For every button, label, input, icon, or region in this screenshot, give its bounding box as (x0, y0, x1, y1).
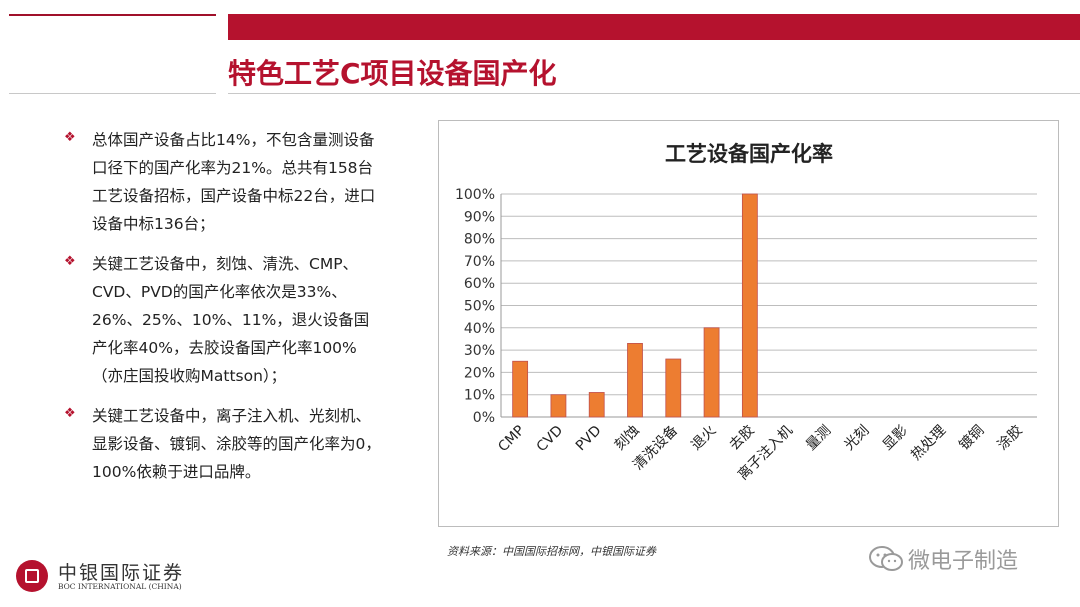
logo-en-text: BOC INTERNATIONAL (CHINA) (58, 582, 182, 591)
title-divider-left (9, 93, 216, 94)
y-tick-label: 100% (455, 187, 495, 203)
bullet-text: 关键工艺设备中，离子注入机、光刻机、显影设备、镀铜、涂胶等的国产化率为0，100… (92, 407, 381, 481)
x-tick-label: 热处理 (908, 423, 949, 464)
bar (741, 193, 758, 418)
y-tick-label: 40% (464, 321, 495, 337)
y-tick-label: 0% (473, 410, 495, 426)
wechat-watermark: 微电子制造 (868, 543, 1018, 577)
source-note: 资料来源：中国国际招标网，中银国际证券 (447, 545, 656, 558)
x-tick-label: CVD (534, 423, 567, 456)
bar (588, 392, 605, 418)
logo-cn-text: 中银国际证券 (58, 562, 185, 584)
bar (512, 360, 529, 418)
y-tick-label: 50% (464, 299, 495, 315)
watermark-text: 微电子制造 (908, 549, 1019, 574)
bar-chart: 工艺设备国产化率 0% 10% 20% 30% 40% 50% 60% 70% 80% 90% 100… (455, 142, 1037, 483)
bullet-item: ❖ 关键工艺设备中，刻蚀、清洗、CMP、CVD、PVD的国产化率依次是33%、2… (62, 250, 382, 390)
x-tick-label: 光刻 (841, 423, 872, 454)
bullet-item: ❖ 关键工艺设备中，离子注入机、光刻机、显影设备、镀铜、涂胶等的国产化率为0，1… (62, 402, 382, 486)
diamond-bullet-icon: ❖ (64, 254, 76, 269)
x-tick-label: PVD (573, 423, 605, 455)
y-tick-label: 70% (464, 254, 495, 270)
bar (550, 394, 567, 418)
x-tick-label: 去胶 (726, 422, 758, 454)
y-tick-label: 90% (464, 209, 495, 225)
diamond-bullet-icon: ❖ (64, 130, 76, 145)
wechat-icon (868, 545, 904, 573)
y-tick-label: 30% (464, 343, 495, 359)
bullet-list: ❖ 总体国产设备占比14%，不包含量测设备口径下的国产化率为21%。总共有158… (62, 126, 382, 498)
bullet-text: 关键工艺设备中，刻蚀、清洗、CMP、CVD、PVD的国产化率依次是33%、26%… (92, 255, 370, 385)
page-title: 特色工艺C项目设备国产化 (228, 57, 557, 90)
y-tick-label: 20% (464, 365, 495, 381)
bullet-item: ❖ 总体国产设备占比14%，不包含量测设备口径下的国产化率为21%。总共有158… (62, 126, 382, 238)
bar (703, 327, 720, 418)
x-tick-label: 刻蚀 (612, 423, 643, 454)
x-tick-label: 涂胶 (994, 422, 1026, 454)
header-bar (228, 14, 1080, 40)
y-tick-label: 60% (464, 276, 495, 292)
company-logo: 中银国际证券 BOC INTERNATIONAL (CHINA) (16, 558, 216, 598)
x-tick-label: 量测 (803, 423, 834, 454)
bar (665, 358, 682, 418)
y-tick-label: 10% (464, 388, 495, 404)
x-tick-label: 显影 (880, 423, 911, 454)
bar (627, 343, 643, 418)
chart-title: 工艺设备国产化率 (665, 142, 833, 166)
title-divider (228, 93, 1080, 94)
diamond-bullet-icon: ❖ (64, 406, 76, 421)
chart-container: 工艺设备国产化率 0% 10% 20% 30% 40% 50% 60% 70% 80% 90% 100… (438, 120, 1059, 527)
y-tick-label: 80% (464, 232, 495, 248)
x-tick-label: 镀铜 (956, 422, 988, 454)
x-tick-label: CMP (495, 423, 528, 456)
top-accent-line (9, 14, 216, 16)
x-tick-label: 退火 (688, 423, 719, 454)
bullet-text: 总体国产设备占比14%，不包含量测设备口径下的国产化率为21%。总共有158台工… (92, 131, 376, 233)
boc-logo-icon (16, 560, 48, 592)
